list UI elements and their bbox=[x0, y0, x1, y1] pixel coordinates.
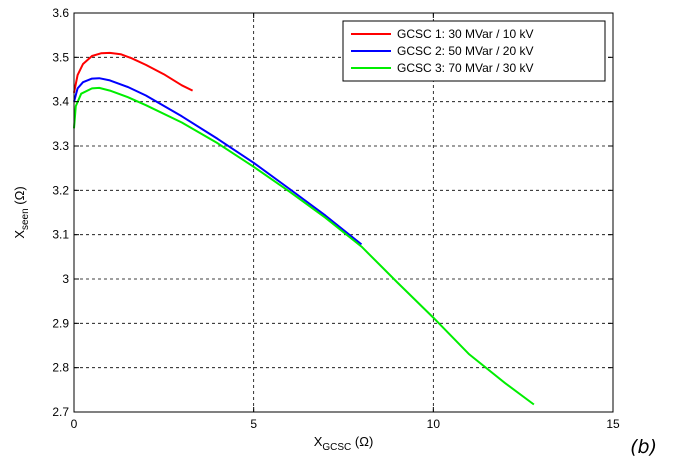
series-line-1 bbox=[73, 51, 194, 93]
legend-entry-1: GCSC 1: 30 MVar / 10 kV bbox=[397, 27, 534, 41]
y-tick-label: 3.4 bbox=[52, 95, 69, 109]
series-group bbox=[73, 51, 535, 406]
y-tick-label: 2.7 bbox=[52, 405, 69, 419]
x-tick-label: 15 bbox=[606, 417, 620, 431]
x-tick-label: 5 bbox=[250, 417, 257, 431]
legend: GCSC 1: 30 MVar / 10 kV GCSC 2: 50 MVar /… bbox=[342, 20, 606, 82]
y-tick-label: 2.9 bbox=[52, 316, 69, 330]
legend-entry-2: GCSC 2: 50 MVar / 20 kV bbox=[397, 44, 534, 58]
x-tick-label: 10 bbox=[427, 417, 441, 431]
series-line-3 bbox=[73, 86, 535, 406]
y-tick-label: 3.2 bbox=[52, 183, 69, 197]
y-tick-label: 2.8 bbox=[52, 361, 69, 375]
y-tick-label: 3.5 bbox=[52, 50, 69, 64]
y-tick-label: 3.6 bbox=[52, 6, 69, 20]
x-tick-label: 0 bbox=[71, 417, 78, 431]
y-axis-label: Xseen (Ω) bbox=[12, 186, 31, 238]
y-tick-label: 3.1 bbox=[52, 228, 69, 242]
y-tick-label: 3 bbox=[62, 272, 69, 286]
y-tick-label: 3.3 bbox=[52, 139, 69, 153]
x-axis-label: XGCSC (Ω) bbox=[314, 434, 374, 453]
legend-entry-3: GCSC 3: 70 MVar / 30 kV bbox=[397, 61, 534, 75]
ticks: 0 5 10 15 2.7 2.8 2.9 3 3.1 3.2 3.3 3.4 3.5 3.6 bbox=[52, 6, 620, 431]
series-line-2 bbox=[73, 77, 363, 246]
panel-label: (b) bbox=[630, 436, 657, 458]
plot-frame bbox=[73, 12, 614, 413]
